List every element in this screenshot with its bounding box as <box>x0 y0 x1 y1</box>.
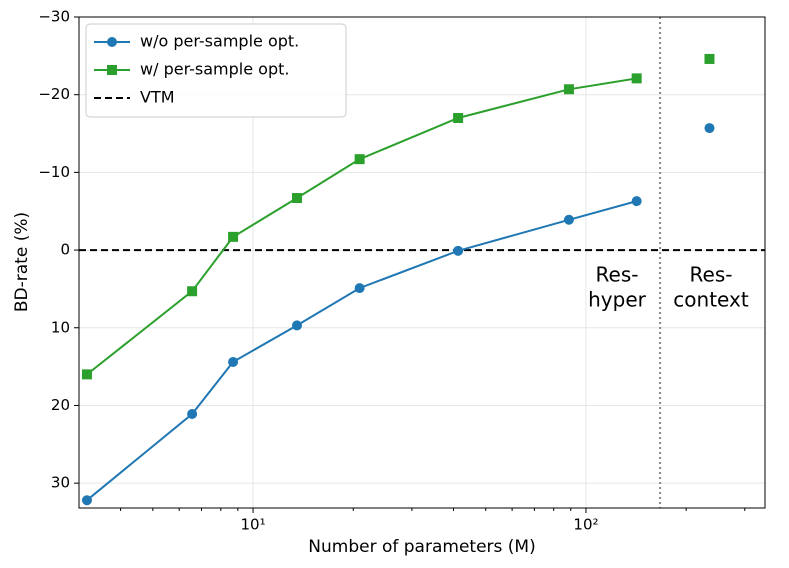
data-point <box>453 245 464 256</box>
data-point <box>228 231 239 242</box>
data-point <box>354 154 365 165</box>
data-point <box>631 73 642 84</box>
legend-label: w/ per-sample opt. <box>140 60 289 79</box>
legend-box <box>85 23 347 118</box>
x-tick-label: 10¹ <box>241 516 266 534</box>
data-point <box>631 196 642 207</box>
data-point <box>81 495 92 506</box>
annotation: Res- <box>596 263 639 287</box>
y-tick-label: 30 <box>51 474 70 492</box>
legend-label: VTM <box>140 88 175 107</box>
y-tick-label: −20 <box>38 85 70 103</box>
data-point <box>704 123 715 134</box>
y-tick-label: 0 <box>60 241 70 259</box>
data-point <box>291 320 302 331</box>
y-tick-label: −10 <box>38 163 70 181</box>
plot-frame <box>78 16 766 509</box>
y-tick-label: 20 <box>51 396 70 414</box>
data-point <box>187 286 198 297</box>
legend-marker <box>107 37 117 47</box>
y-axis-label: BD-rate (%) <box>12 212 32 312</box>
data-point <box>228 356 239 367</box>
data-point <box>704 53 715 64</box>
data-point <box>563 214 574 225</box>
data-point <box>81 369 92 380</box>
annotation: context <box>673 288 749 312</box>
legend: w/o per-sample opt. w/ per-sample opt. VTM <box>85 23 347 118</box>
data-point <box>354 283 365 294</box>
data-point <box>291 193 302 204</box>
y-tick-label: −30 <box>38 8 70 26</box>
legend-marker <box>107 65 117 75</box>
data-point <box>563 84 574 95</box>
x-axis-label: Number of parameters (M) <box>308 537 535 557</box>
data-point <box>187 408 198 419</box>
series-line <box>87 128 710 500</box>
annotation: Res- <box>690 263 733 287</box>
y-tick-label: 10 <box>51 318 70 336</box>
annotation: hyper <box>588 288 647 312</box>
legend-label: w/o per-sample opt. <box>140 32 299 51</box>
data-point <box>453 112 464 123</box>
x-tick-label: 10² <box>573 516 598 534</box>
